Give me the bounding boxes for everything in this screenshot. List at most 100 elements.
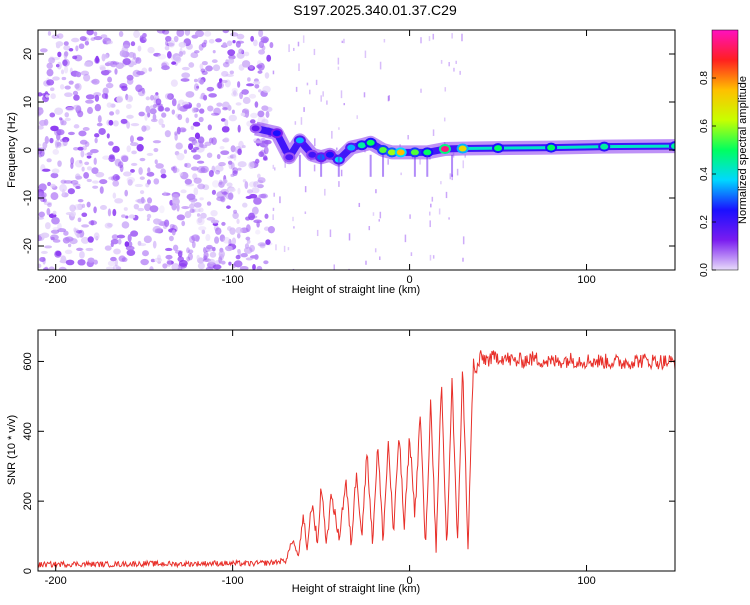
noise-streak [297,41,300,47]
noise-blob [110,256,117,262]
noise-blob [107,208,112,217]
noise-blob [118,255,126,262]
noise-blob [82,127,90,131]
noise-blob [253,197,262,205]
noise-blob [259,243,266,249]
figure-title: S197.2025.340.01.37.C29 [293,2,457,18]
noise-blob [127,179,133,186]
ridge-streak [451,154,454,177]
noise-blob [149,266,154,270]
noise-blob [193,177,202,184]
noise-blob [199,167,208,174]
ridge-blob-core [379,147,388,153]
ridge-blob-core [387,149,396,156]
noise-blob [193,78,198,83]
noise-blob [230,173,235,177]
noise-blob [263,226,270,231]
noise-streak [372,212,375,216]
noise-blob [126,121,131,129]
noise-blob [110,242,114,247]
noise-blob [44,222,51,230]
noise-blob [208,137,214,144]
noise-blob [180,78,190,82]
noise-blob [150,94,155,101]
noise-blob [227,187,236,193]
noise-blob [255,229,261,235]
noise-blob [106,40,114,45]
noise-blob [79,36,87,42]
noise-blob [161,112,167,118]
noise-blob [73,124,80,129]
noise-blob [122,171,132,177]
noise-blob [102,87,109,95]
noise-blob [164,219,170,227]
noise-blob [73,227,77,233]
snr-x-tick-label: -200 [45,575,67,587]
noise-streak [340,90,343,99]
noise-blob [129,135,134,143]
noise-streak [379,61,382,70]
noise-blob [249,119,256,124]
noise-blob [51,34,60,39]
noise-blob [258,151,265,158]
noise-blob [84,161,90,166]
noise-streak [338,127,340,130]
noise-streak [409,214,411,219]
noise-blob [120,118,128,124]
noise-blob [93,36,103,41]
noise-blob [39,48,48,53]
noise-blob [146,197,153,204]
noise-blob [64,92,73,97]
noise-blob [172,244,179,252]
noise-blob [65,105,75,111]
noise-blob [52,226,60,231]
noise-blob [85,247,94,252]
noise-blob [140,258,149,266]
noise-blob [222,236,231,244]
noise-streak [387,95,390,102]
noise-blob [146,171,155,177]
noise-blob [260,193,269,199]
noise-streak [309,89,311,95]
noise-blob [79,250,85,259]
signal-ridge [249,121,675,177]
noise-blob [193,187,199,196]
noise-blob [57,51,62,58]
noise-blob [174,55,182,64]
noise-blob [50,172,59,179]
noise-blob [231,87,238,94]
noise-blob [144,203,152,212]
noise-blob [107,260,116,267]
noise-blob [94,103,102,112]
noise-streak [272,207,275,211]
noise-blob [183,149,188,154]
noise-blob [146,179,151,185]
noise-blob [200,165,209,173]
noise-blob [245,224,251,233]
noise-blob [227,104,232,111]
noise-streak [287,247,290,251]
noise-blob [147,167,151,173]
noise-blob [269,42,274,49]
noise-blob [242,179,247,183]
noise-blob [248,161,255,169]
noise-blob [211,189,217,195]
noise-blob [64,51,69,57]
noise-blob [219,234,226,242]
noise-blob [58,266,67,270]
noise-blob [216,153,221,160]
noise-blob [59,117,63,121]
noise-blob [199,63,204,70]
noise-streak [364,50,367,58]
noise-blob [94,57,100,64]
noise-streak [462,236,465,245]
noise-blob [94,94,100,102]
noise-streak [444,87,447,92]
noise-blob [57,228,67,233]
snr-line [38,350,675,569]
noise-blob [250,112,258,119]
noise-blob [244,181,249,189]
noise-blob [40,232,50,239]
noise-blob [104,69,112,74]
noise-blob [115,175,121,180]
